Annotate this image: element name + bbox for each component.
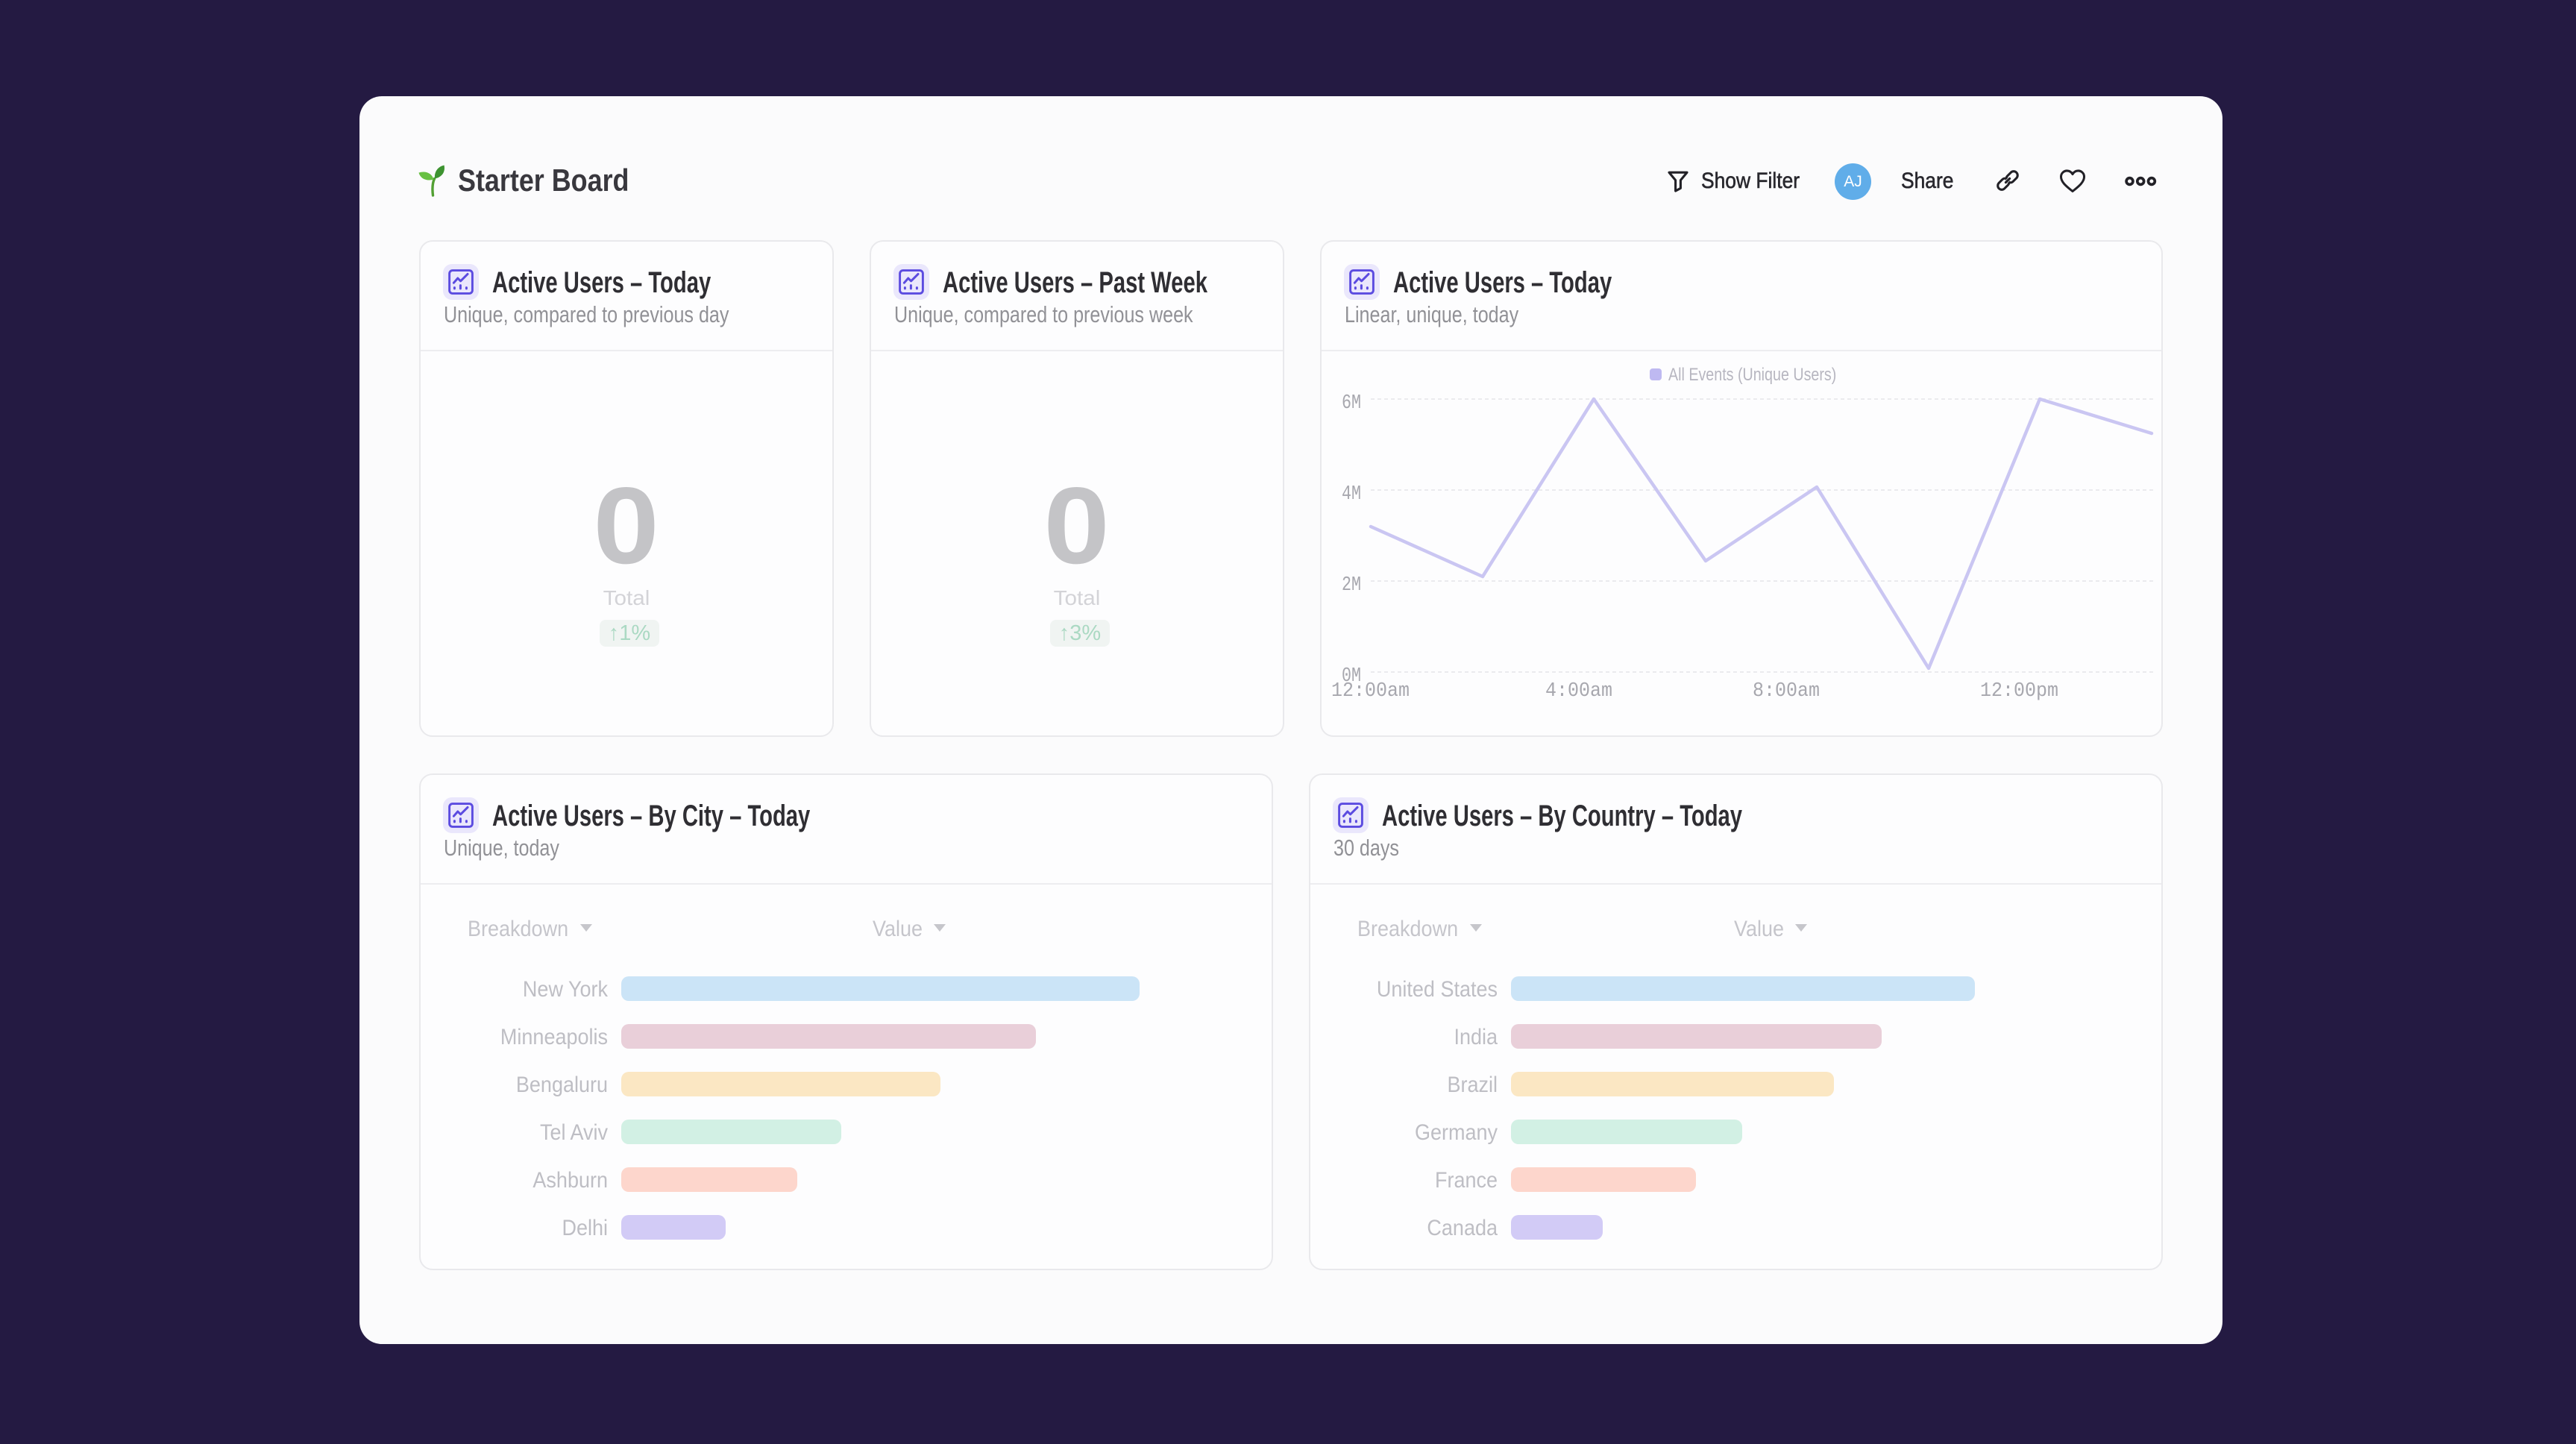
svg-text:8:00am: 8:00am	[1753, 680, 1820, 703]
svg-text:4:00am: 4:00am	[1545, 680, 1612, 703]
svg-text:12:00pm: 12:00pm	[1980, 680, 2058, 703]
svg-text:4M: 4M	[1342, 483, 1361, 506]
svg-text:2M: 2M	[1342, 574, 1361, 597]
svg-text:0M: 0M	[1342, 665, 1361, 688]
svg-text:12:00am: 12:00am	[1331, 680, 1410, 703]
svg-text:6M: 6M	[1342, 392, 1361, 415]
